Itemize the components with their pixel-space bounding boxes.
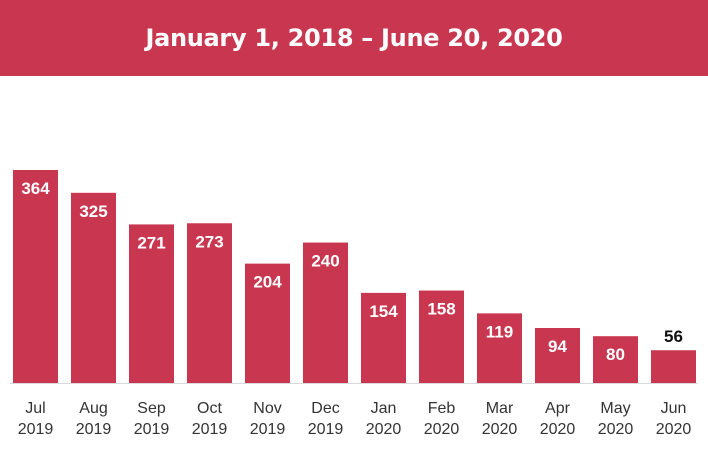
x-tick-label-month: Dec [311, 400, 339, 417]
value-label: 119 [486, 322, 513, 341]
x-tick-label-month: Apr [545, 400, 571, 417]
x-tick-label-month: Nov [253, 400, 281, 417]
bar-oct-2019 [187, 223, 232, 383]
title-banner: January 1, 2018 – June 20, 2020 [0, 0, 708, 76]
bar-sep-2019 [129, 224, 174, 383]
x-tick-label-month: Jul [25, 400, 45, 417]
x-tick-label-year: 2019 [76, 421, 112, 438]
value-label: 94 [548, 337, 567, 356]
value-label: 364 [21, 179, 50, 198]
x-tick-label-month: Jun [661, 400, 687, 417]
x-tick-label-year: 2020 [598, 421, 634, 438]
value-label: 158 [427, 300, 455, 319]
x-tick-label-year: 2019 [250, 421, 286, 438]
chart-title: January 1, 2018 – June 20, 2020 [145, 24, 563, 52]
x-tick-label-year: 2020 [656, 421, 692, 438]
bar-apr-2020 [535, 327, 580, 383]
x-tick-label-month: Oct [197, 400, 222, 417]
value-labels-group: 364 325 271 273 204 240 154 158 119 94 80 56 [21, 179, 683, 364]
x-tick-label-month: Mar [486, 400, 514, 417]
x-tick-label-month: Aug [79, 400, 107, 417]
bar-jan-2020 [361, 292, 406, 383]
x-tick-label-month: Sep [137, 400, 166, 417]
value-label: 204 [253, 273, 282, 292]
bar-dec-2019 [303, 242, 348, 383]
x-tick-label-month: Feb [428, 400, 456, 417]
x-tick-label-year: 2020 [424, 421, 460, 438]
value-label: 80 [606, 345, 625, 364]
bar-aug-2019 [71, 192, 116, 383]
bar-nov-2019 [245, 263, 290, 383]
x-tick-labels-group: Jul 2019 Aug 2019 Sep 2019 Oct 2019 Nov 2019 Dec 20… [18, 400, 692, 438]
x-tick-label-year: 2019 [134, 421, 170, 438]
value-label: 154 [369, 302, 398, 321]
x-tick-label-month: May [600, 400, 630, 417]
bar-mar-2020 [477, 313, 522, 383]
bar-jun-2020 [651, 350, 696, 383]
x-tick-label-year: 2020 [366, 421, 402, 438]
value-label: 240 [311, 252, 339, 271]
bar-feb-2020 [419, 290, 464, 383]
value-label: 56 [664, 327, 683, 346]
x-tick-label-month: Jan [371, 400, 397, 417]
x-tick-label-year: 2020 [540, 421, 576, 438]
value-label: 271 [137, 233, 165, 252]
bar-jul-2019 [13, 170, 58, 383]
x-tick-label-year: 2019 [308, 421, 344, 438]
x-tick-label-year: 2019 [192, 421, 228, 438]
value-label: 273 [195, 232, 223, 251]
bar-may-2020 [593, 336, 638, 383]
value-label: 325 [79, 202, 107, 221]
x-tick-label-year: 2019 [18, 421, 54, 438]
x-tick-label-year: 2020 [482, 421, 518, 438]
bars-group [13, 170, 696, 383]
